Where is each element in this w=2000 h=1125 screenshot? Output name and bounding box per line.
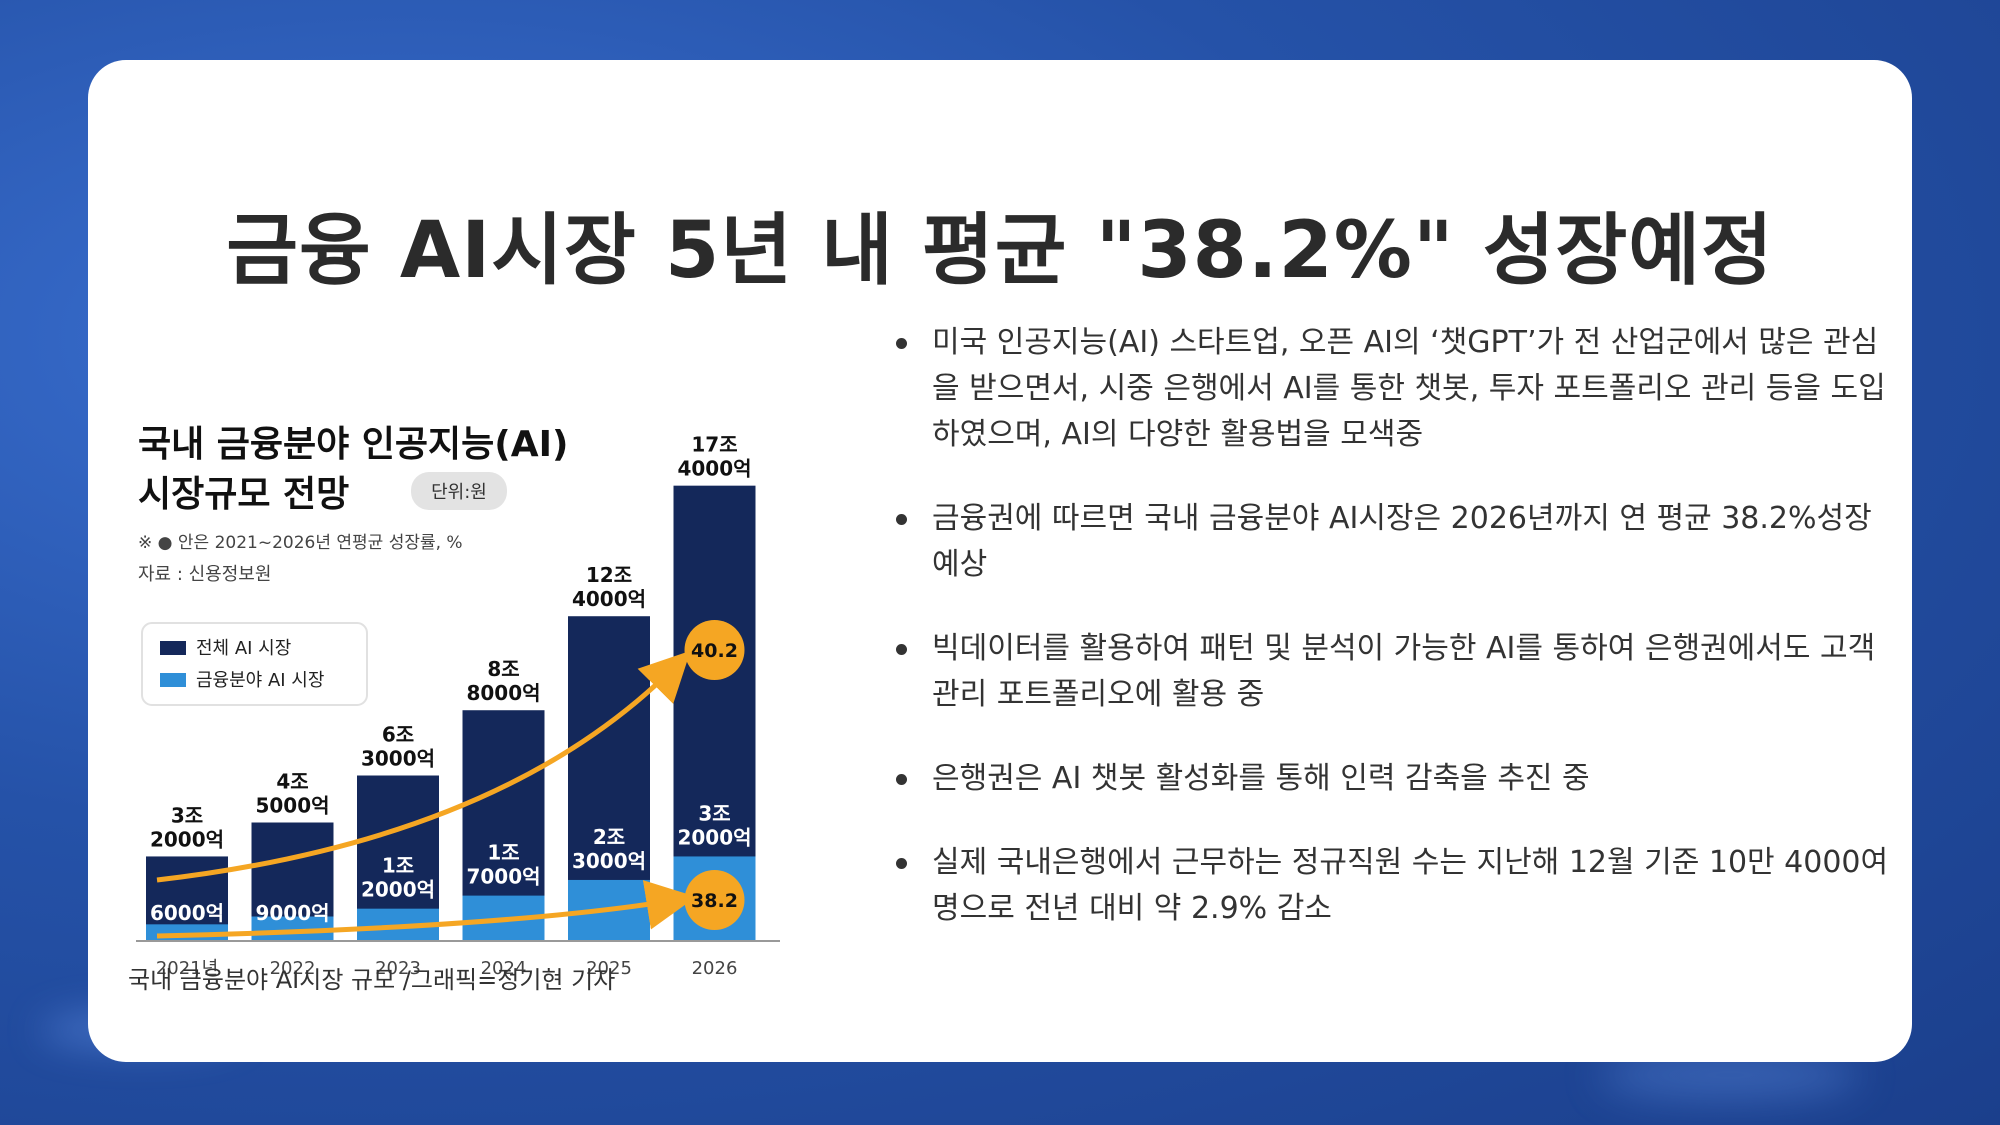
x-tick-label: 2024: [481, 958, 527, 979]
slide-card: 금융 AI시장 5년 내 평균 "38.2%" 성장예정 국내 금융분야 인공지…: [88, 60, 1912, 1062]
data-label-finance: 1조: [382, 854, 414, 878]
data-label-finance: 1조: [487, 841, 519, 865]
legend-label-total: 전체 AI 시장: [196, 638, 291, 659]
data-label-finance: 3조: [698, 801, 730, 825]
legend-swatch-total: [160, 641, 186, 655]
unit-badge: [411, 472, 507, 510]
data-label-finance: 3000억: [572, 849, 646, 873]
bullet-item: 금융권에 따르면 국내 금융분야 AI시장은 2026년까지 연 평균 38.2…: [894, 496, 1894, 588]
chart-title-line2: 시장규모 전망: [138, 474, 349, 515]
data-label-total: 4000억: [572, 587, 646, 611]
x-tick-label: 2022: [270, 958, 316, 979]
data-label-finance: 6000억: [150, 901, 224, 925]
bullet-item: 미국 인공지능(AI) 스타트업, 오픈 AI의 ‘챗GPT’가 전 산업군에서…: [894, 320, 1894, 458]
growth-rate-circle: [684, 870, 745, 930]
growth-rate-label: 40.2: [691, 640, 738, 662]
bullet-item: 실제 국내은행에서 근무하는 정규직원 수는 지난해 12월 기준 10만 40…: [894, 840, 1894, 932]
x-tick-label: 2026: [692, 958, 738, 979]
data-label-total: 4000억: [677, 457, 751, 481]
data-label-finance: 9000억: [255, 901, 329, 925]
growth-arrow-total: [156, 650, 691, 883]
data-label-total: 8조: [487, 657, 519, 681]
data-label-total: 8000억: [466, 681, 540, 705]
growth-rate-label: 38.2: [691, 890, 738, 912]
growth-rate-circle: [684, 620, 745, 680]
chart-title-line1: 국내 금융분야 인공지능(AI): [138, 424, 568, 465]
data-label-total: 3조: [171, 803, 203, 827]
bullet-list: 미국 인공지능(AI) 스타트업, 오픈 AI의 ‘챗GPT’가 전 산업군에서…: [894, 320, 1894, 932]
data-label-total: 3000억: [361, 747, 435, 771]
market-size-chart: 국내 금융분야 인공지능(AI) 시장규모 전망 단위:원 ※ ● 안은 202…: [136, 424, 780, 979]
legend-label-finance: 금융분야 AI 시장: [196, 670, 324, 691]
data-label-finance: 2000억: [361, 878, 435, 902]
data-label-total: 6조: [382, 723, 414, 747]
slide-title: 금융 AI시장 5년 내 평균 "38.2%" 성장예정: [226, 206, 1774, 296]
chart-legend: 전체 AI 시장 금융분야 AI 시장: [141, 622, 368, 706]
chart-source: 자료 : 신용정보원: [138, 564, 271, 585]
chart-caption: 국내 금융분야 AI시장 규모 /그래픽=정기현 기자: [128, 966, 616, 994]
x-tick-label: 2025: [586, 958, 632, 979]
bullet-item: 은행권은 AI 챗봇 활성화를 통해 인력 감축을 추진 중: [894, 756, 1894, 802]
data-label-total: 5000억: [255, 794, 329, 818]
x-tick-label: 2023: [375, 958, 421, 979]
chart-note: ※ ● 안은 2021~2026년 연평균 성장률, %: [138, 533, 463, 553]
data-label-total: 17조: [691, 433, 737, 457]
data-label-finance: 2000억: [677, 825, 751, 849]
data-label-finance: 7000억: [466, 865, 540, 889]
legend-swatch-finance: [160, 673, 186, 687]
data-label-total: 4조: [276, 770, 308, 794]
growth-arrow-finance: [156, 880, 697, 939]
data-label-total: 2000억: [150, 827, 224, 851]
data-label-finance: 2조: [593, 825, 625, 849]
x-tick-label: 2021년: [156, 958, 218, 979]
unit-badge-text: 단위:원: [431, 482, 487, 503]
data-label-total: 12조: [586, 563, 632, 587]
bullet-item: 빅데이터를 활용하여 패턴 및 분석이 가능한 AI를 통하여 은행권에서도 고…: [894, 626, 1894, 718]
